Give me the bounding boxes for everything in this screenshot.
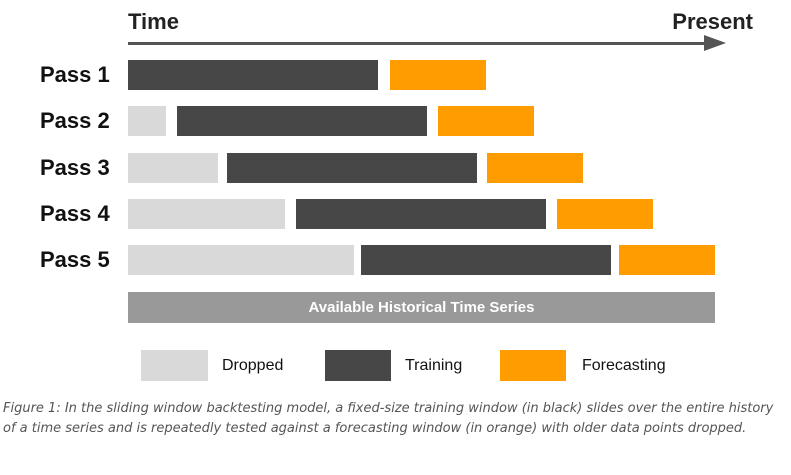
training-window (227, 153, 477, 183)
forecasting-window (557, 199, 653, 229)
time-arrow-line (128, 42, 706, 45)
historical-time-series-bar: Available Historical Time Series (128, 292, 715, 323)
training-window (177, 106, 427, 136)
training-legend-swatch (325, 350, 391, 381)
dropped-segment (128, 199, 285, 229)
present-label: Present (672, 9, 753, 34)
training-window (128, 60, 378, 90)
pass-label: Pass 1 (40, 62, 110, 87)
figure-caption: Figure 1: In the sliding window backtest… (3, 401, 774, 436)
dropped-segment (128, 153, 218, 183)
pass-label: Pass 4 (40, 201, 110, 226)
dropped-legend-label: Dropped (222, 357, 284, 374)
training-window (296, 199, 546, 229)
forecasting-legend-label: Forecasting (582, 357, 666, 374)
training-legend-label: Training (405, 357, 463, 374)
arrow-right-icon (704, 35, 726, 51)
pass-label: Pass 2 (40, 108, 110, 133)
dropped-segment (128, 106, 166, 136)
forecasting-window (390, 60, 486, 90)
forecasting-window (438, 106, 534, 136)
training-window (361, 245, 611, 275)
forecasting-window (487, 153, 583, 183)
pass-label: Pass 3 (40, 155, 110, 180)
pass-label: Pass 5 (40, 247, 110, 272)
dropped-segment (128, 245, 354, 275)
time-label: Time (128, 9, 179, 34)
forecasting-window (619, 245, 715, 275)
dropped-legend-swatch (141, 350, 208, 381)
forecasting-legend-swatch (500, 350, 566, 381)
